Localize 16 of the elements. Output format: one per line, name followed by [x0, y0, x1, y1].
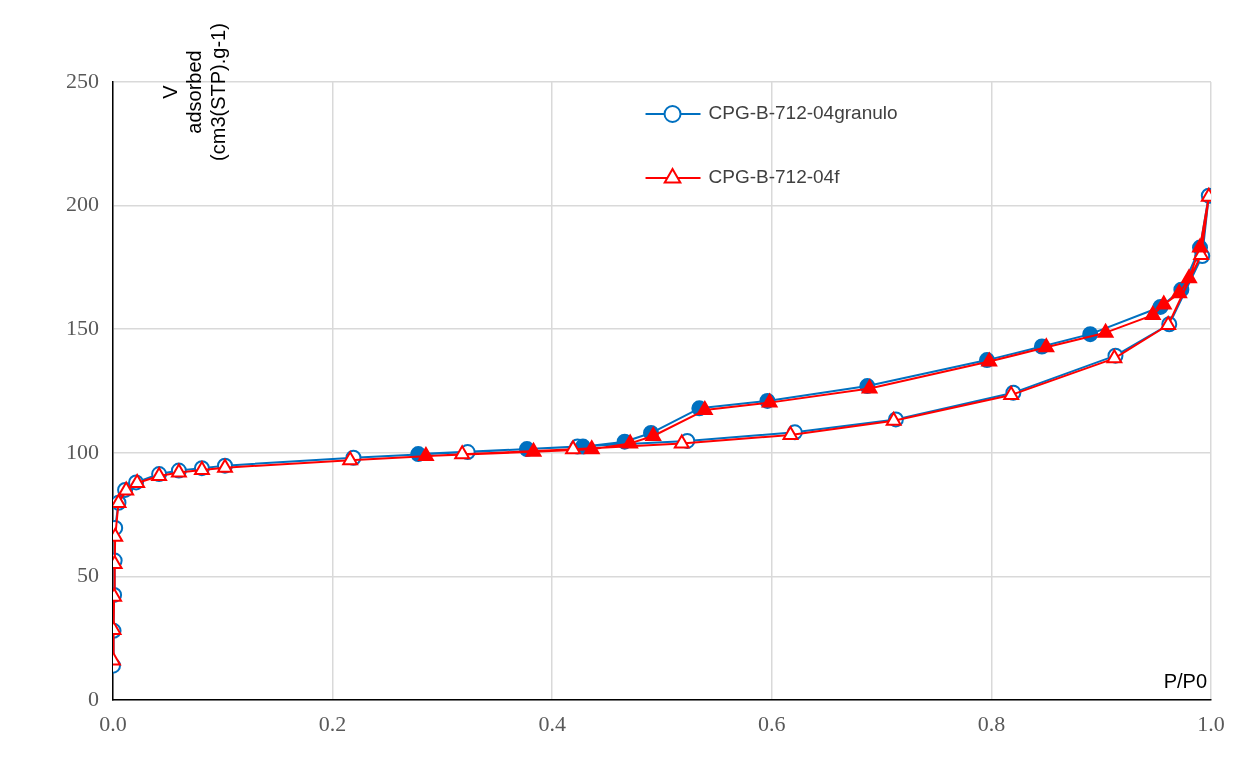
y-tick-label: 200 [66, 191, 99, 217]
legend-label: CPG-B-712-04granulo [708, 102, 898, 124]
y-tick-label: 150 [66, 314, 99, 340]
y-tick-label: 50 [77, 562, 99, 588]
y-axis-title: V adsorbed (cm3(STP).g-1) [158, 23, 229, 161]
legend-label: CPG-B-712-04f [708, 166, 841, 188]
y-tick-label: 100 [66, 438, 99, 464]
y-tick-label: 250 [66, 67, 99, 93]
y-tick-label: 0 [88, 685, 99, 711]
x-tick-label: 0.4 [538, 710, 566, 736]
x-tick-label: 0.8 [977, 710, 1006, 736]
x-tick-label: 0.0 [99, 710, 127, 736]
x-axis-title: P/P0 [1163, 669, 1207, 692]
x-tick-label: 0.6 [758, 710, 786, 736]
x-tick-label: 0.2 [318, 710, 347, 736]
x-tick-label: 1.0 [1197, 710, 1225, 736]
